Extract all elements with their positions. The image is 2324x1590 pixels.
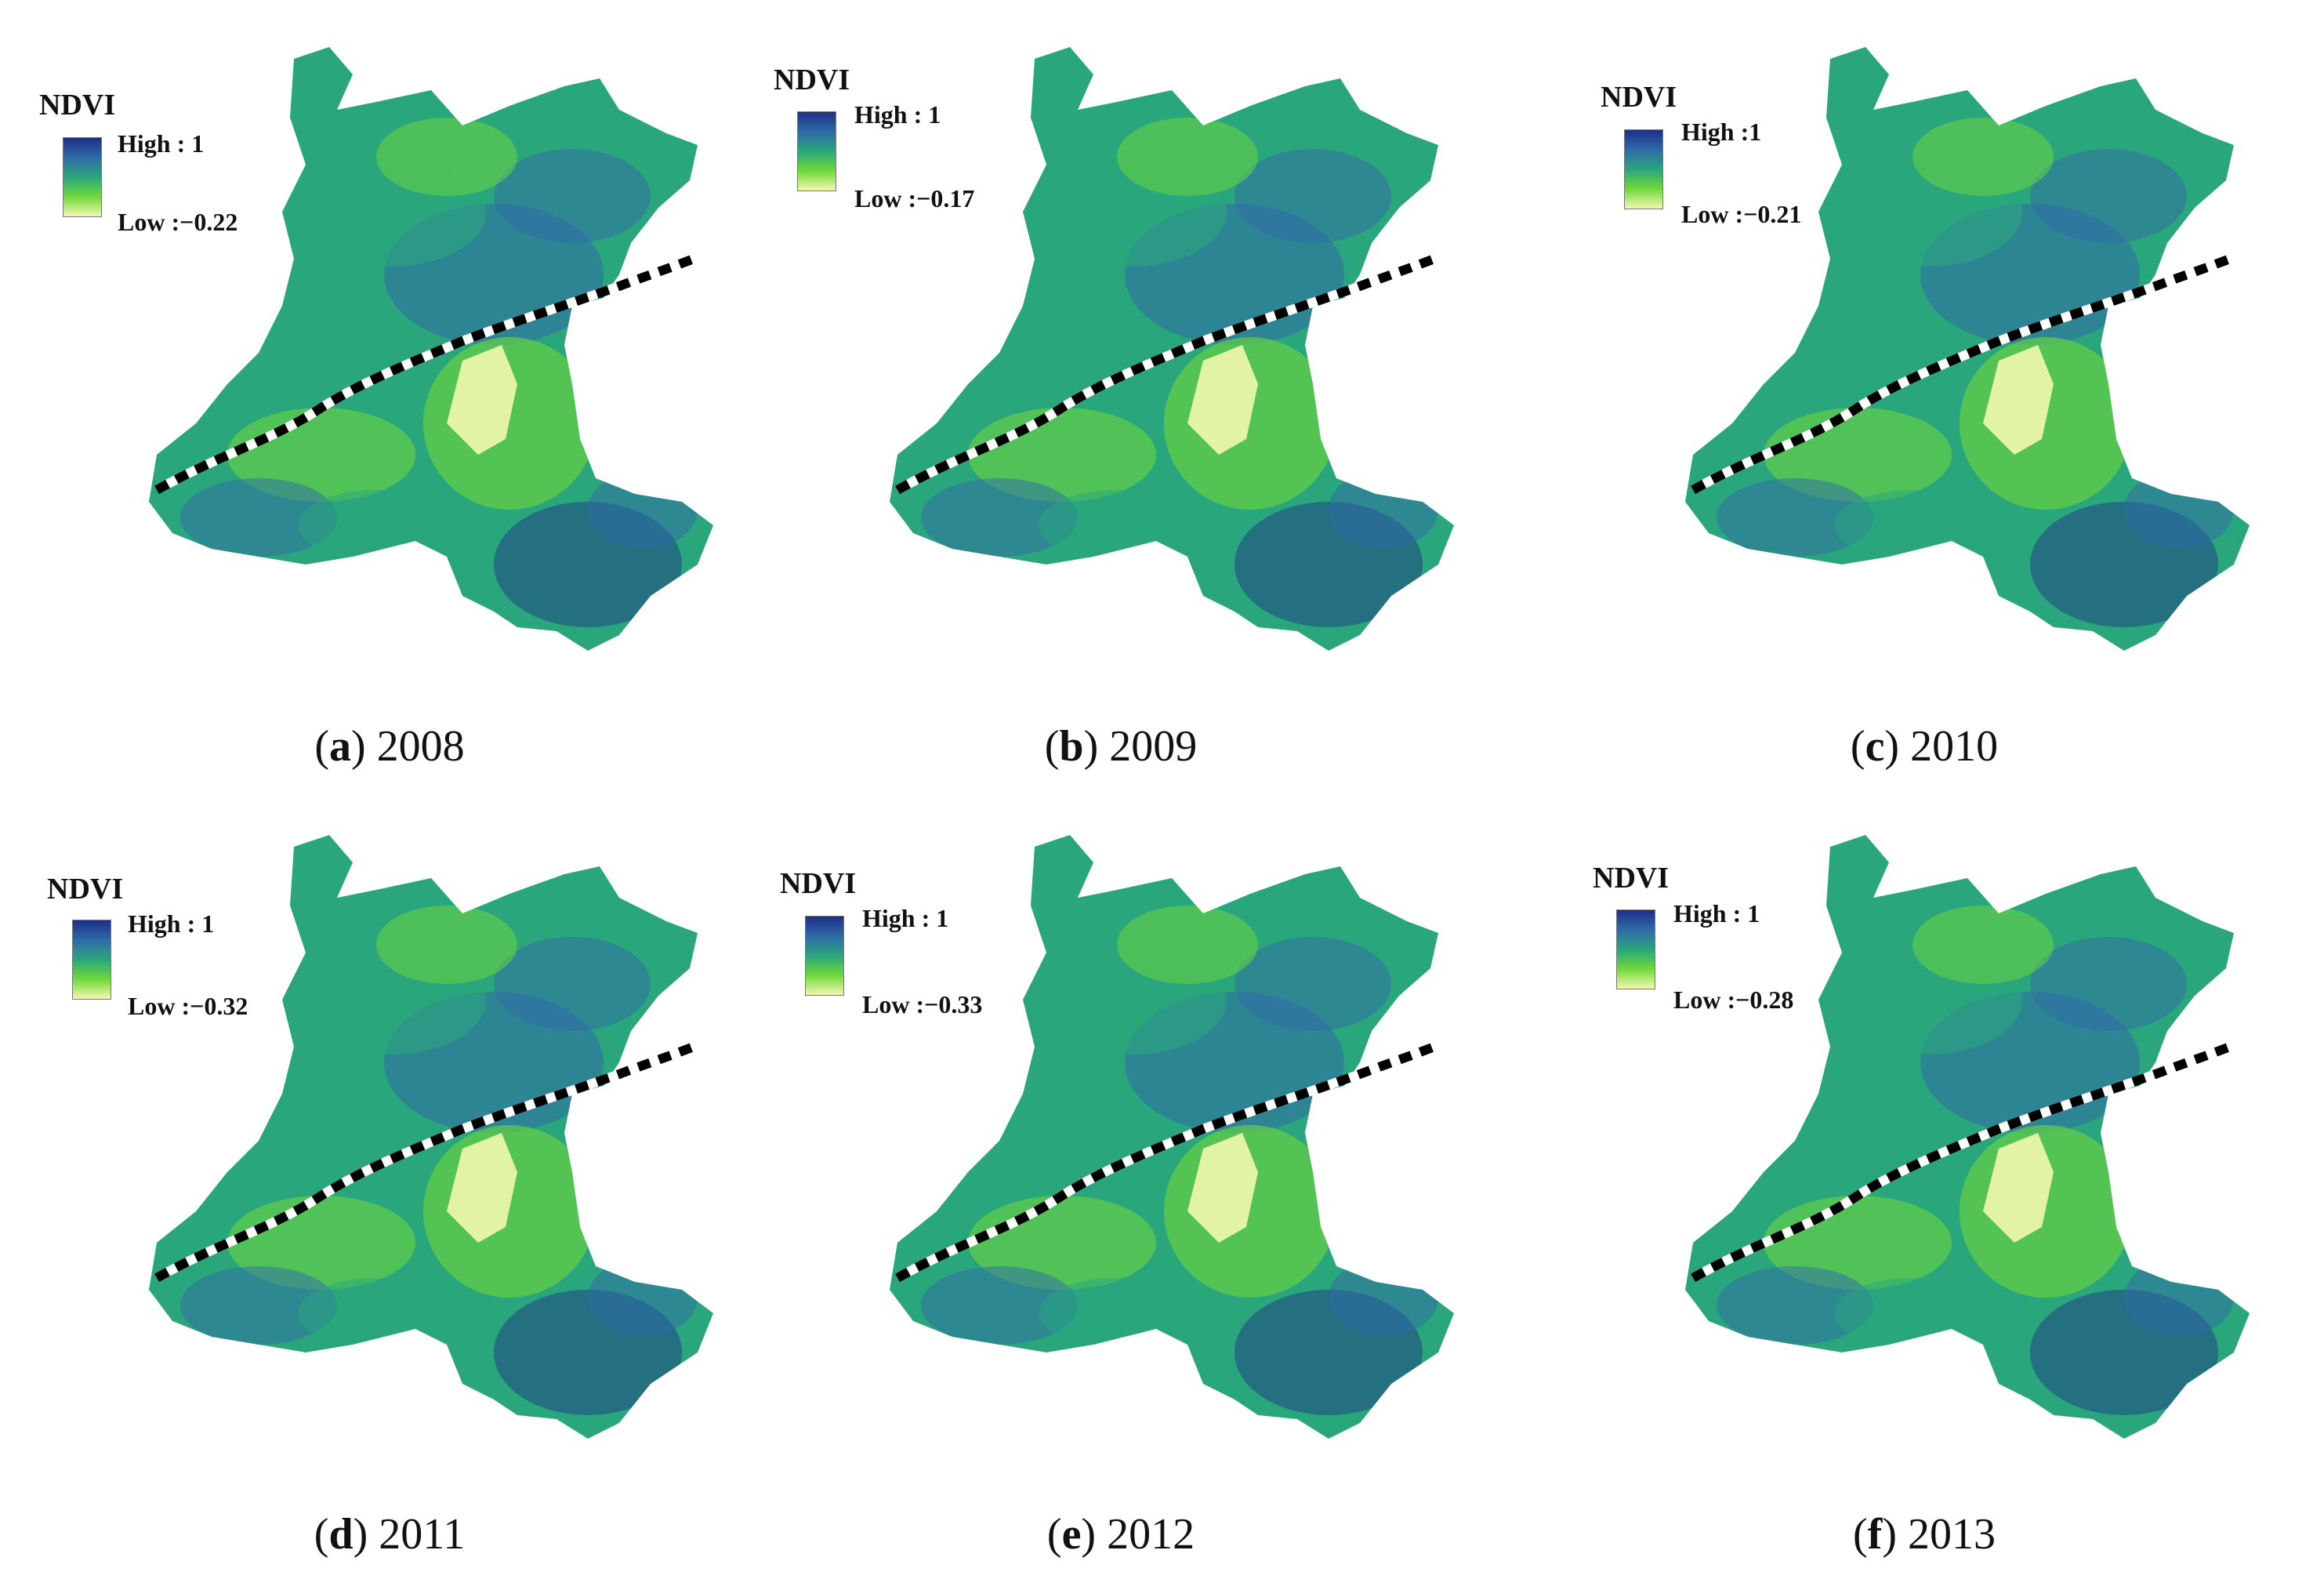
- ndvi-patch: [1117, 118, 1258, 196]
- legend-high-label-d: High : 1: [128, 909, 215, 938]
- ndvi-patch: [2124, 1258, 2234, 1337]
- ndvi-patch: [494, 937, 651, 1031]
- caption-a: (a) 2008: [314, 722, 465, 771]
- ndvi-map-a: [149, 47, 713, 651]
- low-ndvi-core: [1187, 345, 1258, 455]
- ndvi-patch: [376, 118, 517, 196]
- legend-low-label-e: Low :−0.33: [862, 990, 983, 1018]
- ndvi-patch: [180, 478, 337, 557]
- caption-year-c: 2010: [1910, 722, 1999, 771]
- caption-year-d: 2011: [379, 1510, 466, 1559]
- ndvi-patch: [1834, 1278, 1991, 1349]
- legend-high-label-e: High : 1: [862, 904, 949, 932]
- caption-f: (f) 2013: [1853, 1510, 1996, 1559]
- boundary-line-dashed: [154, 252, 700, 495]
- map-panel-f: NDVI High : 1 Low :−0.28 (f) 2013: [1560, 804, 2304, 1588]
- ndvi-patch: [1329, 470, 1438, 549]
- caption-year-a: 2008: [376, 722, 465, 771]
- legend-title-d: NDVI: [47, 873, 124, 906]
- legend-high-label-a: High : 1: [118, 129, 205, 158]
- ndvi-map-d: [149, 835, 713, 1439]
- ndvi-patch: [921, 1266, 1078, 1345]
- caption-year-e: 2012: [1107, 1510, 1195, 1559]
- ndvi-patch: [921, 478, 1078, 557]
- caption-letter-d: d: [328, 1510, 353, 1559]
- ndvi-patch: [494, 149, 651, 243]
- ndvi-patch: [1834, 490, 1991, 561]
- ndvi-patch: [1235, 149, 1391, 243]
- low-ndvi-core: [1187, 1133, 1258, 1243]
- legend-colorbar-f: [1616, 909, 1655, 989]
- legend-colorbar-a: [63, 137, 102, 217]
- map-panel-c: NDVI High :1 Low :−0.21 (c) 2010: [1560, 16, 2304, 800]
- caption-letter-a: a: [329, 722, 351, 771]
- ndvi-patch: [588, 1258, 698, 1337]
- low-ndvi-core: [447, 1133, 517, 1243]
- caption-letter-f: f: [1867, 1510, 1883, 1559]
- ndvi-map-e: [890, 835, 1454, 1439]
- ndvi-patch: [2124, 470, 2234, 549]
- caption-b: (b) 2009: [1044, 722, 1198, 771]
- caption-e: (e) 2012: [1046, 1510, 1195, 1559]
- caption-letter-b: b: [1059, 722, 1084, 771]
- legend-low-label-d: Low :−0.32: [128, 992, 248, 1020]
- legend-title-a: NDVI: [39, 89, 116, 122]
- ndvi-patch: [1717, 1266, 1873, 1345]
- legend-high-label-f: High : 1: [1673, 899, 1760, 928]
- caption-letter-c: c: [1865, 722, 1885, 771]
- ndvi-patch: [1912, 906, 2054, 984]
- map-panel-a: NDVI High : 1 Low :−0.22 (a) 2008: [24, 16, 768, 800]
- low-ndvi-core: [1983, 1133, 2054, 1243]
- ndvi-patch: [376, 906, 517, 984]
- ndvi-map-f: [1685, 835, 2250, 1439]
- legend-low-label-c: Low :−0.21: [1681, 200, 1802, 228]
- legend-colorbar-c: [1624, 129, 1663, 209]
- ndvi-map-b: [890, 47, 1454, 651]
- boundary-line-dashed: [1691, 1040, 2236, 1283]
- boundary-line-dashed: [895, 1040, 1441, 1283]
- legend-high-label-b: High : 1: [854, 100, 941, 129]
- legend-title-e: NDVI: [780, 867, 857, 900]
- boundary-line-dashed: [154, 1040, 700, 1283]
- caption-letter-e: e: [1061, 1510, 1082, 1559]
- ndvi-patch: [298, 1278, 455, 1349]
- caption-year-b: 2009: [1109, 722, 1198, 771]
- legend-low-label-a: Low :−0.22: [118, 208, 238, 236]
- ndvi-patch: [1117, 906, 1258, 984]
- caption-d: (d) 2011: [314, 1510, 466, 1559]
- legend-colorbar-e: [805, 916, 844, 996]
- legend-low-label-b: Low :−0.17: [854, 184, 975, 212]
- map-panel-b: NDVI High : 1 Low :−0.17 (b) 2009: [764, 16, 1509, 800]
- legend-title-f: NDVI: [1593, 862, 1670, 895]
- legend-colorbar-b: [797, 111, 836, 191]
- ndvi-patch: [1329, 1258, 1438, 1337]
- map-panel-e: NDVI High : 1 Low :−0.33 (e) 2012: [764, 804, 1509, 1588]
- boundary-line-dashed: [895, 252, 1441, 495]
- map-panel-d: NDVI High : 1 Low :−0.32 (d) 2011: [24, 804, 768, 1588]
- ndvi-patch: [1039, 490, 1195, 561]
- ndvi-patch: [180, 1266, 337, 1345]
- ndvi-patch: [2030, 149, 2187, 243]
- ndvi-patch: [1039, 1278, 1195, 1349]
- ndvi-patch: [1717, 478, 1873, 557]
- ndvi-patch: [588, 470, 698, 549]
- legend-title-c: NDVI: [1601, 81, 1677, 114]
- caption-year-f: 2013: [1907, 1510, 1996, 1559]
- ndvi-map-c: [1685, 47, 2250, 651]
- ndvi-patch: [298, 490, 455, 561]
- legend-high-label-c: High :1: [1681, 118, 1762, 146]
- ndvi-patch: [1912, 118, 2054, 196]
- legend-colorbar-d: [72, 920, 111, 1000]
- low-ndvi-core: [447, 345, 517, 455]
- low-ndvi-core: [1983, 345, 2054, 455]
- boundary-line-dashed: [1691, 252, 2236, 495]
- ndvi-texture: [1717, 906, 2234, 1415]
- ndvi-patch: [2030, 937, 2187, 1031]
- legend-low-label-f: Low :−0.28: [1673, 986, 1794, 1014]
- legend-title-b: NDVI: [774, 64, 850, 96]
- caption-c: (c) 2010: [1850, 722, 1999, 771]
- ndvi-patch: [1235, 937, 1391, 1031]
